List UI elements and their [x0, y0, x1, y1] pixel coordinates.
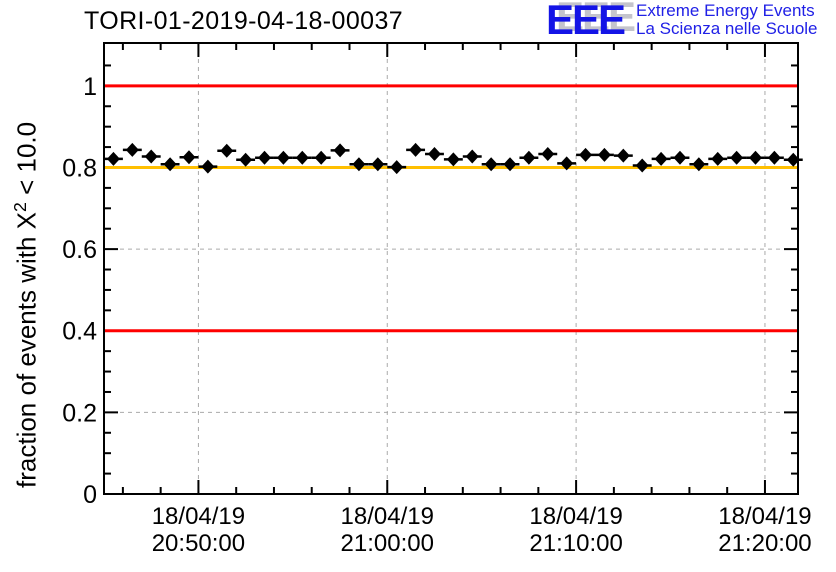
data-point-marker — [352, 157, 366, 172]
x-tick-label-date: 18/04/19 — [718, 503, 811, 530]
y-tick-label: 0.2 — [62, 399, 97, 427]
data-point-marker — [786, 152, 800, 167]
data-point-marker — [427, 147, 441, 162]
data-point-marker — [654, 151, 668, 166]
y-tick-label: 0.4 — [62, 318, 97, 346]
plot-frame — [103, 42, 799, 495]
eee-logo-line1: Extreme Energy Events — [636, 1, 815, 20]
data-point-marker — [692, 157, 706, 172]
data-point-marker — [673, 150, 687, 165]
x-tick-label-date: 18/04/19 — [152, 503, 245, 530]
data-point-marker — [409, 142, 423, 157]
data-point-marker — [201, 159, 215, 174]
data-point-marker — [371, 157, 385, 172]
data-point-marker — [333, 143, 347, 158]
data-point-marker — [597, 147, 611, 162]
x-tick-label-date: 18/04/19 — [529, 503, 622, 530]
data-point-marker — [579, 147, 593, 162]
data-point-marker — [730, 150, 744, 165]
data-point-marker — [560, 156, 574, 171]
eee-logo-line2: La Scienza nelle Scuole — [636, 19, 818, 38]
data-point-marker — [163, 157, 177, 172]
data-point-marker — [465, 149, 479, 164]
x-tick-label-time: 21:00:00 — [341, 530, 434, 557]
data-point-marker — [220, 143, 234, 158]
data-point-marker — [390, 160, 404, 175]
data-point-marker — [484, 157, 498, 172]
y-tick-label: 0 — [83, 481, 97, 509]
eee-logo: EEE Extreme Energy Events La Scienza nel… — [546, 0, 818, 43]
data-point-marker — [522, 150, 536, 165]
data-point-marker — [635, 158, 649, 173]
data-point-marker — [749, 150, 763, 165]
data-point-marker — [239, 152, 253, 167]
data-point-marker — [446, 152, 460, 167]
data-point-marker — [106, 151, 120, 166]
eee-logo-acronym: EEE — [546, 0, 626, 43]
data-point-marker — [182, 150, 196, 165]
y-tick-label: 0.6 — [62, 236, 97, 264]
data-point-marker — [295, 150, 309, 165]
x-tick-label-time: 21:10:00 — [529, 530, 622, 557]
data-point-marker — [276, 150, 290, 165]
data-point-marker — [258, 150, 272, 165]
data-point-marker — [144, 149, 158, 164]
data-point-marker — [616, 148, 630, 163]
eee-logo-text: Extreme Energy Events La Scienza nelle S… — [636, 0, 817, 38]
x-tick-label-time: 20:50:00 — [152, 530, 245, 557]
data-point-marker — [767, 150, 781, 165]
x-tick-label-time: 21:20:00 — [718, 530, 811, 557]
data-point-marker — [314, 150, 328, 165]
chart-title: TORI-01-2019-04-18-00037 — [84, 7, 404, 35]
data-point-marker — [711, 151, 725, 166]
x-tick-label-date: 18/04/19 — [341, 503, 434, 530]
data-point-marker — [503, 157, 517, 172]
y-tick-label: 1 — [83, 73, 97, 101]
data-point-marker — [541, 147, 555, 162]
y-tick-label: 0.8 — [62, 154, 97, 182]
data-point-marker — [125, 142, 139, 157]
